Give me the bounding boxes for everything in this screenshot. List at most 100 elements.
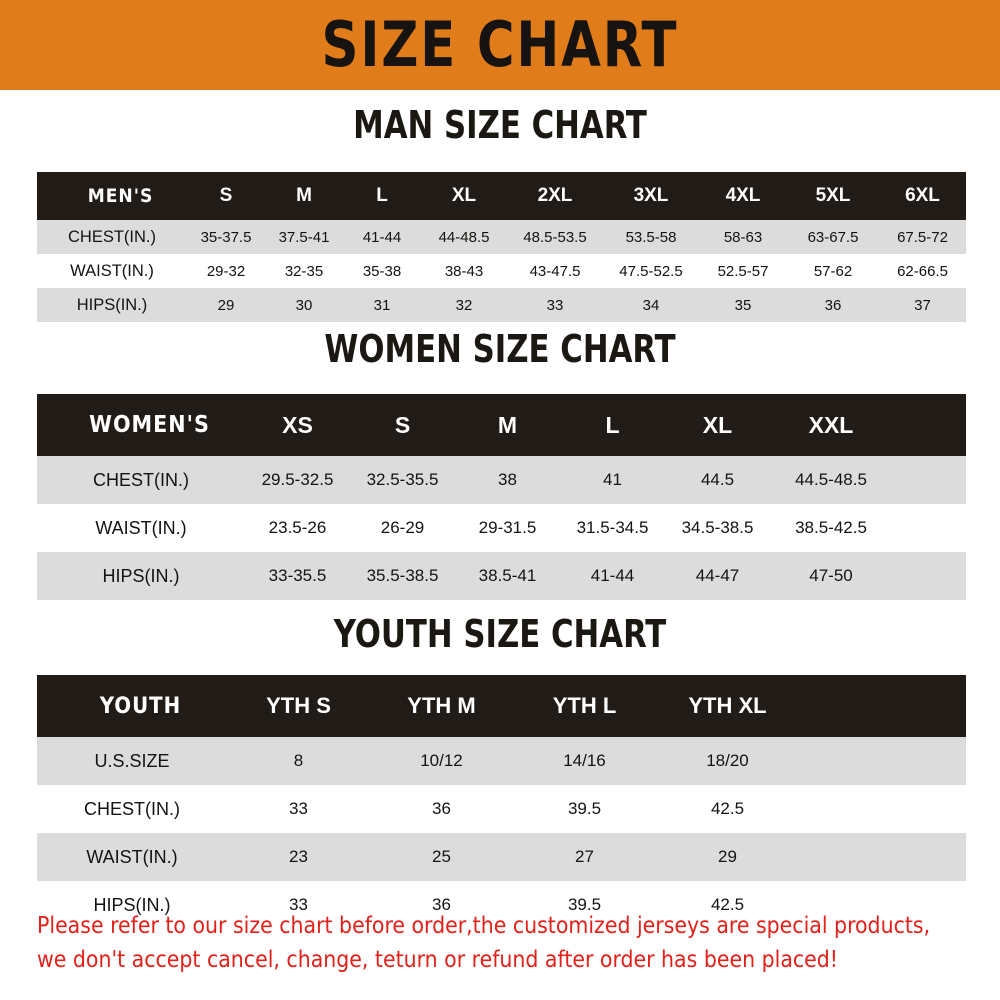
women-section-title: WOMEN SIZE CHART [324, 327, 676, 371]
youth-size-header-xl: YTH XL [688, 693, 767, 718]
man-hips-5xl: 36 [824, 296, 842, 314]
women-chest-xxl: 44.5-48.5 [795, 470, 867, 489]
youth-chest-xl: 42.5 [710, 799, 745, 818]
women-waist-s: 26-29 [380, 518, 425, 537]
man-size-header-xl: XL [451, 185, 477, 206]
youth-waist-s: 23 [289, 847, 308, 866]
women-size-header-l: L [605, 411, 620, 438]
return-policy-line-1: Please refer to our size chart before or… [37, 911, 931, 939]
youth-brand-label: YOUTH [99, 693, 182, 719]
women-hips-l: 41-44 [590, 566, 635, 585]
women-header-spacer [892, 394, 966, 456]
women-waist-xxl: 38.5-42.5 [795, 518, 867, 537]
man-size-header-m: M [296, 185, 312, 206]
youth-us-size-m: 10/12 [420, 751, 463, 770]
youth-chest-m: 36 [432, 799, 451, 818]
man-hips-m: 30 [295, 296, 313, 314]
youth-hips-xl: 42.5 [710, 895, 745, 914]
youth-us-size-l: 14/16 [563, 751, 606, 770]
man-waist-xl: 38-43 [444, 262, 484, 280]
return-policy-note: Please refer to our size chart before or… [37, 908, 959, 976]
youth-hips-l: 39.5 [567, 895, 602, 914]
women-brand-label: WOMEN'S [89, 412, 210, 438]
women-chest-s: 32.5-35.5 [366, 470, 439, 489]
women-waist-l: 31.5-34.5 [576, 518, 649, 537]
women-chest-xs: 29.5-32.5 [261, 470, 334, 489]
youth-waist-l: 27 [575, 847, 594, 866]
return-policy-line-2: we don't accept cancel, change, teturn o… [37, 945, 839, 974]
man-chest-xl: 44-48.5 [438, 228, 490, 246]
man-waist-2xl: 43-47.5 [529, 262, 581, 280]
man-hips-2xl: 33 [546, 296, 564, 314]
man-row-label-chest: CHEST(IN.) [68, 227, 156, 246]
women-row-label-hips: HIPS(IN.) [102, 565, 180, 586]
women-table-header-row: WOMEN'S XS S M L XL XXL [37, 394, 966, 456]
women-size-header-s: S [394, 411, 411, 438]
women-size-header-xxl: XXL [808, 411, 854, 438]
youth-row-label-waist: WAIST(IN.) [86, 846, 178, 867]
youth-us-size-spacer [799, 737, 966, 785]
youth-row-label-hips: HIPS(IN.) [93, 894, 171, 915]
man-waist-3xl: 47.5-52.5 [619, 262, 683, 280]
youth-us-size-s: 8 [293, 751, 304, 770]
youth-header-spacer [799, 675, 966, 737]
man-table-header-row: MEN'S S M L XL 2XL 3XL 4XL 5XL 6XL [37, 172, 966, 220]
women-size-header-xl: XL [702, 411, 733, 438]
page-title: SIZE CHART [321, 8, 679, 81]
youth-size-header-m: YTH M [407, 693, 476, 718]
women-chest-xl: 44.5 [700, 470, 735, 489]
man-chest-3xl: 53.5-58 [625, 228, 677, 246]
women-hips-xs: 33-35.5 [268, 566, 327, 585]
youth-size-header-l: YTH L [552, 693, 617, 718]
women-row-label-chest: CHEST(IN.) [93, 469, 189, 490]
youth-chest-s: 33 [289, 799, 308, 818]
man-hips-s: 29 [217, 296, 235, 314]
table-row: WAIST(IN.) 23.5-26 26-29 29-31.5 31.5-34… [37, 504, 966, 552]
table-row: CHEST(IN.) 35-37.5 37.5-41 41-44 44-48.5… [37, 220, 966, 254]
man-chest-s: 35-37.5 [200, 228, 252, 246]
youth-chest-spacer [799, 785, 966, 833]
youth-waist-spacer [799, 833, 966, 881]
man-size-header-6xl: 6XL [905, 185, 940, 206]
table-row: HIPS(IN.) 29 30 31 32 33 34 35 36 37 [37, 288, 966, 322]
man-waist-4xl: 52.5-57 [717, 262, 769, 280]
man-waist-m: 32-35 [284, 262, 324, 280]
man-size-header-s: S [219, 185, 233, 206]
women-row-label-waist: WAIST(IN.) [95, 517, 187, 538]
table-row: WAIST(IN.) 23 25 27 29 [37, 833, 966, 881]
women-hips-xxl: 47-50 [809, 566, 853, 585]
youth-waist-m: 25 [432, 847, 451, 866]
women-size-header-m: M [497, 411, 518, 438]
women-hips-spacer [892, 552, 966, 600]
man-size-header-3xl: 3XL [633, 185, 669, 206]
women-waist-xl: 34.5-38.5 [681, 518, 754, 537]
youth-row-label-us-size: U.S.SIZE [94, 750, 170, 771]
man-hips-6xl: 37 [914, 296, 931, 314]
women-chest-spacer [892, 456, 966, 504]
man-chest-m: 37.5-41 [278, 228, 330, 246]
youth-waist-xl: 29 [718, 847, 737, 866]
man-waist-5xl: 57-62 [813, 262, 853, 280]
table-row: CHEST(IN.) 33 36 39.5 42.5 [37, 785, 966, 833]
man-chest-2xl: 48.5-53.5 [523, 228, 587, 246]
women-waist-xs: 23.5-26 [268, 518, 327, 537]
man-hips-xl: 32 [455, 296, 473, 314]
table-row: U.S.SIZE 8 10/12 14/16 18/20 [37, 737, 966, 785]
women-chest-m: 38 [498, 470, 517, 489]
man-size-header-5xl: 5XL [815, 185, 851, 206]
man-chest-5xl: 63-67.5 [807, 228, 859, 246]
man-chest-4xl: 58-63 [723, 228, 763, 246]
man-waist-s: 29-32 [206, 262, 246, 280]
youth-size-header-s: YTH S [266, 693, 331, 718]
man-waist-l: 35-38 [362, 262, 402, 280]
man-row-label-waist: WAIST(IN.) [70, 261, 154, 280]
women-hips-s: 35.5-38.5 [366, 566, 439, 585]
man-hips-3xl: 34 [642, 296, 660, 314]
man-size-table: MEN'S S M L XL 2XL 3XL 4XL 5XL 6XL CHEST… [37, 172, 966, 322]
youth-section-title: YOUTH SIZE CHART [333, 612, 667, 656]
youth-hips-m: 36 [432, 895, 451, 914]
man-hips-4xl: 35 [734, 296, 752, 314]
youth-us-size-xl: 18/20 [706, 751, 749, 770]
youth-table-header-row: YOUTH YTH S YTH M YTH L YTH XL [37, 675, 966, 737]
